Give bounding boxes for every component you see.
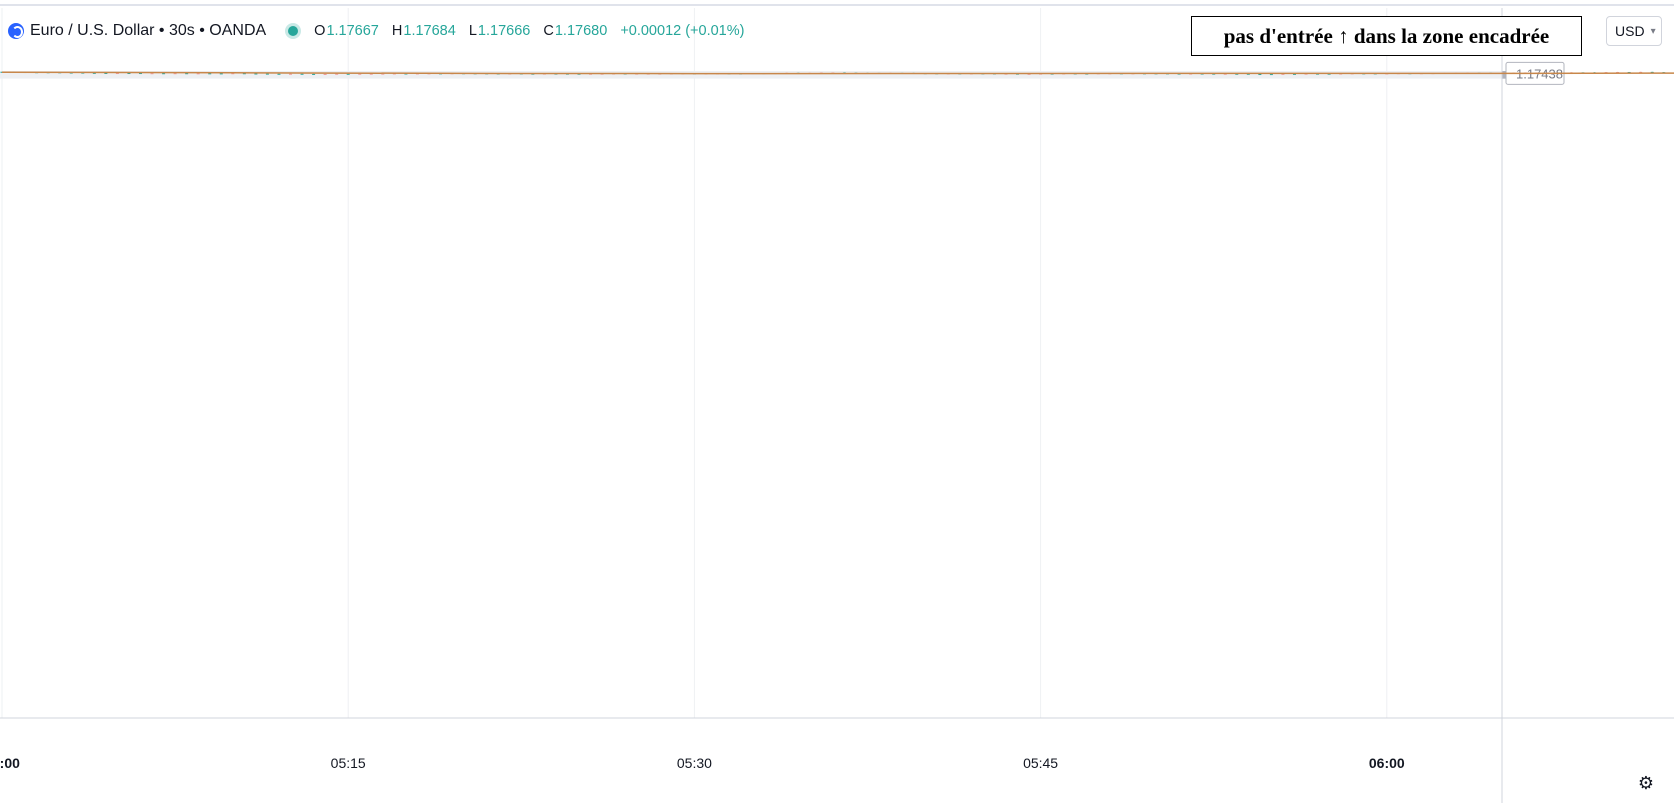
candle-body (242, 73, 246, 75)
candle-body (92, 72, 96, 74)
candle-body (1235, 73, 1239, 75)
gear-icon[interactable]: ⚙ (1637, 772, 1655, 793)
ohlc-values: O1.17667 H1.17684 L1.17666 C1.17680 +0.0… (314, 23, 753, 39)
moving-average-line (1, 71, 1674, 75)
candle-body (265, 73, 269, 75)
annotation-note: pas d'entrée ↑ dans la zone encadrée (1191, 16, 1582, 56)
candle-body (1639, 71, 1643, 73)
ohlc-low-key: L (468, 23, 477, 39)
ohlc-open: 1.17667 (326, 23, 379, 39)
symbol-name[interactable]: Euro / U.S. Dollar • 30s • OANDA (30, 22, 267, 39)
candle-body (173, 73, 177, 75)
market-status-dot (288, 26, 299, 36)
candle-body (358, 73, 362, 75)
ohlc-open-key: O (314, 23, 326, 39)
candle-body (289, 73, 292, 75)
candle-body (381, 73, 385, 75)
candle-body (312, 73, 316, 75)
candle-body (185, 73, 189, 75)
ohlc-close-key: C (543, 23, 554, 39)
candle-body (1246, 73, 1250, 75)
candle-body (162, 73, 166, 75)
candle-body (1258, 74, 1262, 76)
ohlc-close: 1.17680 (554, 23, 608, 39)
x-tick-label: 06:00 (1369, 755, 1405, 771)
candle-body (127, 73, 131, 75)
candle-body (1223, 73, 1227, 75)
candle-body (1027, 73, 1031, 75)
candle-body (104, 72, 108, 74)
candle-body (219, 73, 223, 75)
candle-body (231, 73, 235, 75)
x-tick-label: 05:15 (331, 755, 366, 771)
candle-body (369, 73, 373, 75)
currency-selector[interactable]: USD ▾ (1606, 16, 1662, 46)
globe-icon[interactable] (8, 23, 24, 39)
currency-label: USD (1615, 23, 1645, 39)
candle-body (323, 73, 327, 75)
candle-body (335, 73, 339, 75)
candle-body (196, 73, 200, 75)
ohlc-low: 1.17666 (477, 23, 531, 39)
candle-body (115, 73, 119, 75)
x-tick-label: 05:45 (1023, 755, 1058, 771)
candle-body (1269, 74, 1273, 76)
candle-body (277, 73, 281, 75)
candle-body (300, 73, 304, 75)
candle-body (208, 73, 212, 75)
ohlc-change: +0.00012 (+0.01%) (620, 23, 745, 39)
candle-body (254, 73, 258, 75)
candle-body (346, 73, 350, 75)
candle-body (1327, 73, 1331, 75)
ohlc-high-key: H (391, 23, 403, 39)
ohlc-high: 1.17684 (403, 23, 456, 39)
x-tick-label: 05:00 (0, 755, 20, 771)
candle-body (1281, 73, 1285, 75)
candle-body (150, 73, 154, 75)
candle-body (138, 73, 142, 75)
candle-body (1292, 73, 1296, 75)
symbol-header: Euro / U.S. Dollar • 30s • OANDA O1.1766… (8, 18, 753, 44)
chevron-down-icon: ▾ (1650, 25, 1656, 37)
x-tick-label: 05:30 (677, 755, 712, 771)
